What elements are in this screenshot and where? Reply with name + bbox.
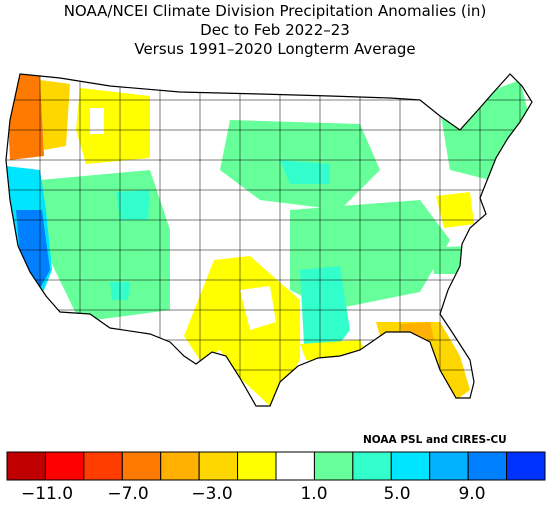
legend-color-box: [390, 451, 431, 481]
us-precipitation-map: [5, 73, 533, 407]
legend-color-box: [198, 451, 239, 481]
region-mississippi-delta: [300, 266, 350, 356]
region-idaho: [76, 88, 150, 164]
legend-tick-label: −11.0: [20, 484, 74, 504]
legend-tick-label: −7.0: [107, 484, 149, 504]
climate-divisions: [6, 74, 532, 406]
legend-color-box: [6, 451, 46, 481]
legend-color-box: [275, 451, 315, 481]
region-carolinas: [430, 246, 466, 274]
title-line-3: Versus 1991–2020 Longterm Average: [134, 40, 416, 58]
legend-color-box: [352, 451, 392, 481]
title-line-2: Dec to Feb 2022–23: [200, 21, 350, 39]
data-credit: NOAA PSL and CIRES-CU: [363, 434, 507, 446]
region-idaho-neutral: [90, 108, 104, 134]
division-lines-horizontal: [6, 99, 532, 371]
region-california-central: [16, 210, 50, 296]
legend-color-box: [313, 451, 354, 481]
map-title: NOAA/NCEI Climate Division Precipitation…: [0, 2, 550, 59]
legend-tick-label: 9.0: [458, 484, 486, 504]
region-iowa-cyan: [280, 160, 330, 184]
legend-color-box: [160, 451, 200, 481]
region-nevada-cyan: [116, 190, 150, 220]
legend-tick-label: −3.0: [191, 484, 233, 504]
legend-tick-label: 1.0: [300, 484, 328, 504]
legend-color-box: [83, 451, 123, 481]
us-outline: [5, 73, 533, 407]
legend-tick-label: 5.0: [383, 484, 411, 504]
title-line-1: NOAA/NCEI Climate Division Precipitation…: [63, 2, 487, 20]
legend-color-box: [121, 451, 162, 481]
region-texas-neutral: [240, 286, 276, 330]
legend-color-box: [467, 451, 508, 481]
region-oregon-interior: [40, 80, 70, 150]
region-mid-atlantic: [436, 192, 474, 228]
legend-color-box: [429, 451, 469, 481]
legend-color-box: [237, 451, 277, 481]
legend-color-box: [44, 451, 85, 481]
legend-color-box: [506, 451, 546, 481]
